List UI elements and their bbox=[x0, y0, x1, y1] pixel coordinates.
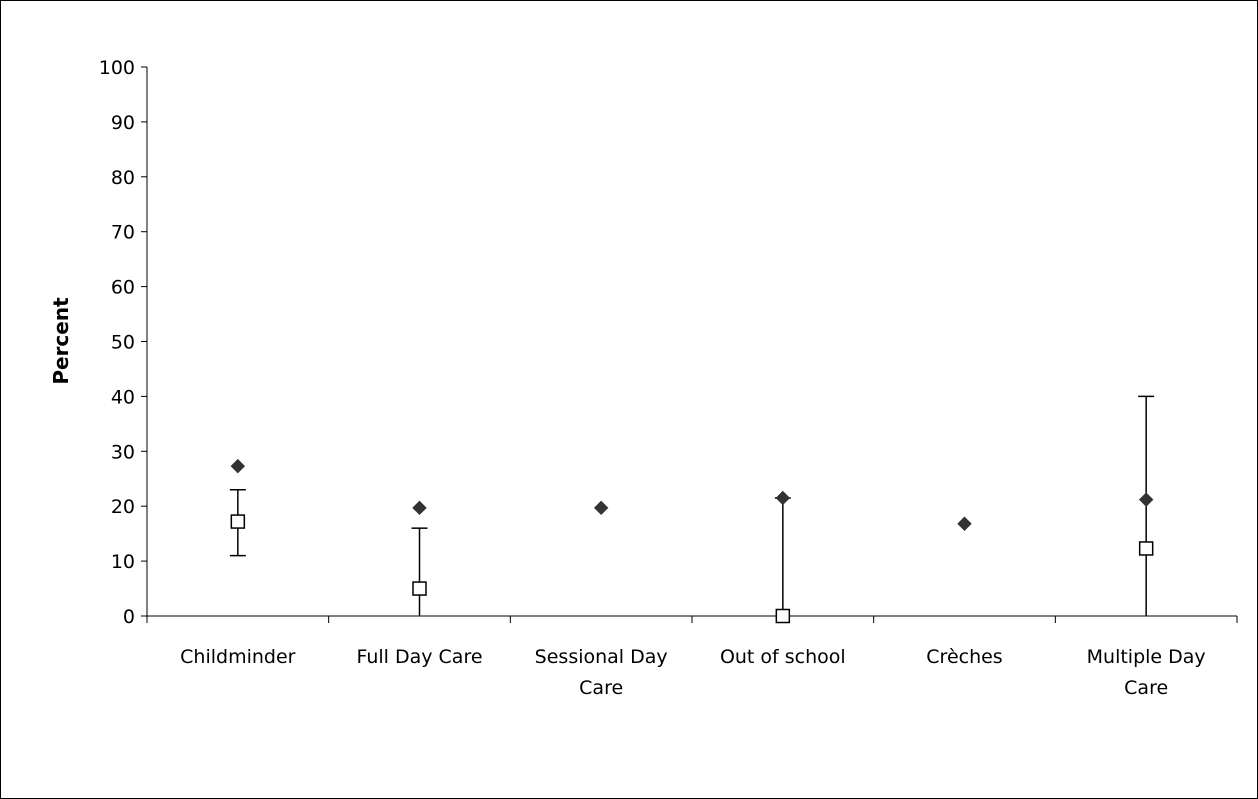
category-label: Crèches bbox=[926, 646, 1002, 668]
y-ticks: 0 10 20 30 40 50 60 70 80 90 100 bbox=[99, 57, 147, 628]
category-label: Multiple Day bbox=[1087, 646, 1206, 668]
category-label: Care bbox=[1124, 677, 1168, 699]
y-tick-label: 40 bbox=[111, 386, 135, 408]
y-tick-label: 70 bbox=[111, 222, 135, 244]
diamond-marker bbox=[957, 516, 972, 531]
category-label: Out of school bbox=[720, 646, 846, 668]
diamond-marker bbox=[230, 458, 246, 474]
y-tick-label: 60 bbox=[111, 277, 135, 299]
error-bars bbox=[229, 395, 1155, 616]
category-label: Sessional Day bbox=[535, 646, 668, 668]
diamond-marker bbox=[1138, 492, 1154, 507]
category-label: Childminder bbox=[180, 646, 296, 668]
square-marker bbox=[775, 608, 791, 624]
square-marker bbox=[412, 581, 427, 596]
square-marker bbox=[1138, 541, 1154, 556]
y-tick-label: 20 bbox=[111, 496, 135, 518]
category-label: Full Day Care bbox=[356, 646, 482, 668]
y-tick-label: 100 bbox=[99, 57, 135, 79]
diamond-marker bbox=[412, 500, 427, 516]
y-tick-label: 0 bbox=[123, 606, 135, 628]
y-tick-label: 30 bbox=[111, 441, 135, 463]
y-axis-label: Percent bbox=[49, 297, 73, 385]
y-tick-label: 50 bbox=[111, 332, 135, 354]
y-tick-label: 10 bbox=[111, 551, 135, 573]
y-tick-label: 80 bbox=[111, 167, 135, 189]
y-tick-label: 90 bbox=[111, 112, 135, 134]
square-marker bbox=[230, 514, 246, 529]
category-labels: Childminder Full Day Care Sessional Day Car… bbox=[146, 616, 1238, 699]
diamond-marker bbox=[593, 500, 609, 516]
data-markers bbox=[230, 458, 1154, 624]
diamond-marker bbox=[775, 490, 791, 506]
category-label: Care bbox=[579, 677, 623, 699]
